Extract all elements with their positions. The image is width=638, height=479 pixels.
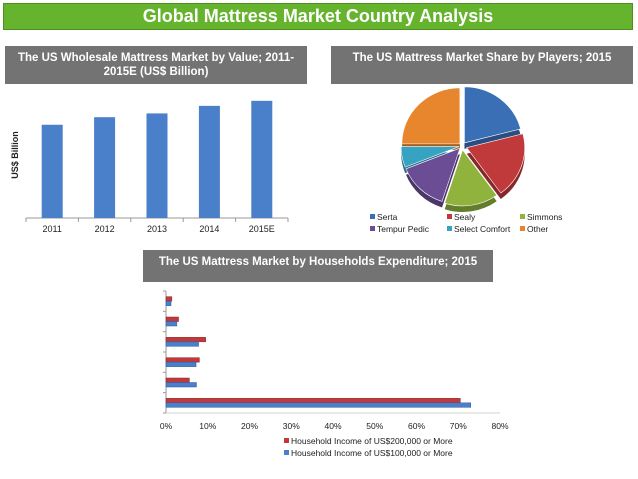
bar-2015E <box>251 100 273 218</box>
pie-legend-swatch <box>370 226 375 231</box>
hbar-x-tick-label: 80% <box>491 421 508 431</box>
pie-legend-swatch <box>447 226 452 231</box>
pie-slice-tempur-pedic <box>405 147 461 202</box>
pie-legend-swatch <box>447 214 452 219</box>
hbar-x-tick-label: 60% <box>408 421 425 431</box>
hbar-income-100k-row-1 <box>165 402 472 408</box>
hbar-legend-swatch <box>284 438 289 443</box>
page-title: Global Mattress Market Country Analysis <box>3 3 633 30</box>
hbar-x-tick-label: 40% <box>324 421 341 431</box>
hbar-x-tick-label: 0% <box>160 421 173 431</box>
pie-slice-select-comfort <box>400 146 460 168</box>
pie-legend-label: Sealy <box>454 212 476 222</box>
bar-y-axis-label: US$ Billion <box>10 131 20 179</box>
hbar-x-tick-label: 30% <box>283 421 300 431</box>
hbar-income-200k-row-4 <box>165 337 206 343</box>
hbar-income-100k-row-3 <box>165 361 197 367</box>
bar-category-label: 2013 <box>147 224 167 234</box>
bar-category-label: 2011 <box>43 224 62 234</box>
hbar-income-200k-row-3 <box>165 357 200 363</box>
hbar-legend-swatch <box>284 450 289 455</box>
pie-legend-swatch <box>370 214 375 219</box>
pie-legend-swatch <box>520 214 525 219</box>
hbar-legend-label: Household Income of US$100,000 or More <box>291 448 453 458</box>
pie-legend-label: Select Comfort <box>454 224 511 234</box>
bar-chart-title: The US Wholesale Mattress Market by Valu… <box>5 46 307 84</box>
bar-2013 <box>146 113 168 218</box>
hbar-income-100k-row-2 <box>165 382 197 388</box>
pie-slice-serta <box>464 86 521 144</box>
bar-2011 <box>41 124 63 218</box>
hbar-income-100k-row-6 <box>165 300 172 306</box>
hbar-x-tick-label: 20% <box>241 421 258 431</box>
pie-slice-other <box>401 87 461 145</box>
hbar-income-200k-row-5 <box>165 316 179 322</box>
pie-slice-simmons <box>444 149 498 207</box>
bar-category-label: 2012 <box>95 224 115 234</box>
hbar-income-100k-row-4 <box>165 341 199 347</box>
bar-2014 <box>198 105 220 218</box>
bar-category-label: 2014 <box>199 224 219 234</box>
bar-2012 <box>94 117 116 218</box>
pie-legend-label: Tempur Pedic <box>377 224 430 234</box>
pie-legend-swatch <box>520 226 525 231</box>
hbar-x-tick-label: 50% <box>366 421 383 431</box>
hbar-income-200k-row-1 <box>165 398 461 404</box>
pie-legend-label: Simmons <box>527 212 562 222</box>
hbar-chart-title: The US Mattress Market by Households Exp… <box>143 250 493 282</box>
hbar-income-200k-row-2 <box>165 377 190 383</box>
pie-slice-sealy <box>466 133 525 194</box>
bar-category-label: 2015E <box>249 224 275 234</box>
pie-legend-label: Other <box>527 224 548 234</box>
pie-chart-title: The US Mattress Market Share by Players;… <box>331 46 633 84</box>
hbar-x-tick-label: 70% <box>450 421 467 431</box>
pie-legend-label: Serta <box>377 212 398 222</box>
hbar-legend-label: Household Income of US$200,000 or More <box>291 436 453 446</box>
hbar-income-200k-row-6 <box>165 296 173 302</box>
hbar-income-100k-row-5 <box>165 321 178 327</box>
hbar-x-tick-label: 10% <box>199 421 216 431</box>
